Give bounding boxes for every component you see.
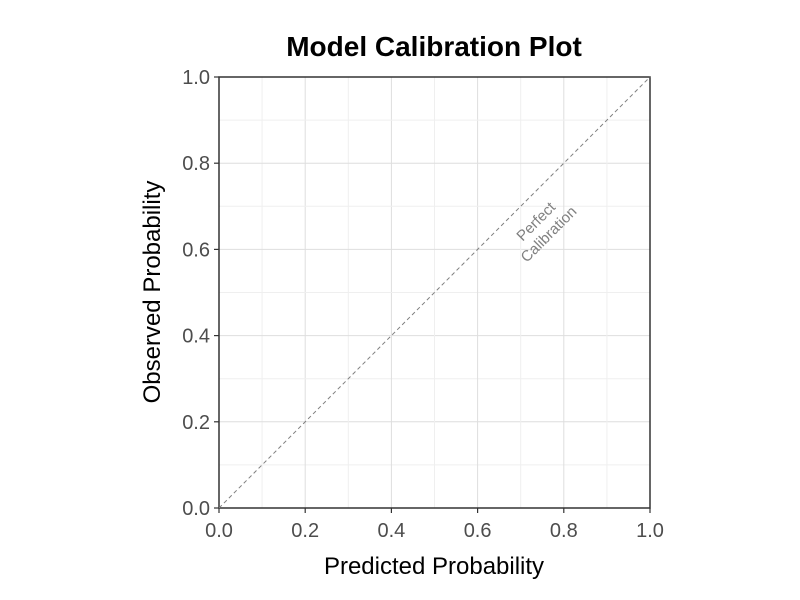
annotation: Perfect Calibration (513, 198, 580, 265)
y-tick-label: 0.4 (182, 326, 210, 348)
y-axis-title: Observed Probability (139, 181, 166, 404)
x-tick-label: 1.0 (636, 520, 664, 542)
x-tick-label: 0.8 (550, 520, 578, 542)
x-tick-label: 0.0 (205, 520, 233, 542)
plot-border (218, 76, 651, 509)
y-axis-ticks: 0.0 0.2 0.4 0.6 0.8 1.0 (182, 67, 219, 520)
perfect-calibration-line (218, 76, 651, 509)
x-tick-label: 0.2 (291, 520, 319, 542)
x-tick-label: 0.6 (464, 520, 492, 542)
y-tick-label: 0.6 (182, 239, 210, 261)
x-tick-label: 0.4 (377, 520, 405, 542)
x-axis-ticks: 0.0 0.2 0.4 0.6 0.8 1.0 (205, 508, 664, 542)
x-axis-title: Predicted Probability (324, 553, 544, 580)
chart-title: Model Calibration Plot (286, 31, 582, 62)
y-tick-label: 1.0 (182, 67, 210, 89)
y-tick-label: 0.0 (182, 498, 210, 520)
y-tick-label: 0.8 (182, 153, 210, 175)
y-tick-label: 0.2 (182, 412, 210, 434)
